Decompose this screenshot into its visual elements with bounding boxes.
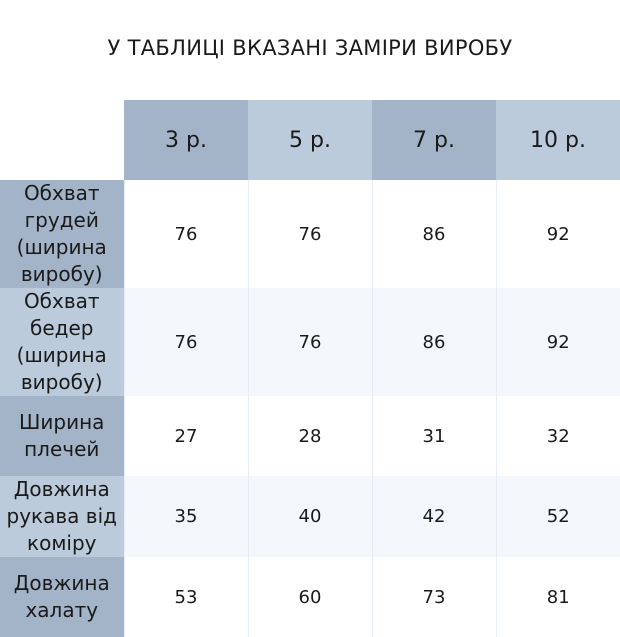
table-cell: 31 [371, 396, 496, 476]
table-cell: 52 [495, 476, 620, 557]
table-cell: 35 [123, 476, 248, 557]
table-cell: 32 [495, 396, 620, 476]
table-cell: 76 [247, 180, 372, 288]
column-header: 5 р. [248, 100, 372, 180]
column-header: 7 р. [372, 100, 496, 180]
table-cell: 42 [371, 476, 496, 557]
table-cell: 86 [371, 180, 496, 288]
table-cell: 28 [247, 396, 372, 476]
table-row: Ширина плечей 27 28 31 32 [0, 396, 620, 476]
table-cell: 40 [247, 476, 372, 557]
table-cell: 81 [495, 557, 620, 637]
corner-cell [0, 100, 124, 180]
row-label: Довжина халату [0, 557, 124, 637]
table-row: Обхват грудей (ширина виробу) 76 76 86 92 [0, 180, 620, 288]
table-cell: 76 [123, 288, 248, 396]
row-label: Обхват бедер (ширина виробу) [0, 288, 124, 396]
table-cell: 86 [371, 288, 496, 396]
column-header: 10 р. [496, 100, 620, 180]
header-row: 3 р. 5 р. 7 р. 10 р. [0, 100, 620, 180]
table-cell: 76 [247, 288, 372, 396]
column-header: 3 р. [124, 100, 248, 180]
page-title: У ТАБЛИЦІ ВКАЗАНІ ЗАМІРИ ВИРОБУ [107, 36, 513, 60]
row-label: Ширина плечей [0, 396, 124, 476]
table-row: Обхват бедер (ширина виробу) 76 76 86 92 [0, 288, 620, 396]
size-table: 3 р. 5 р. 7 р. 10 р. Обхват грудей (шири… [0, 100, 620, 637]
table-cell: 92 [495, 180, 620, 288]
table-cell: 73 [371, 557, 496, 637]
table-cell: 53 [123, 557, 248, 637]
table-row: Довжина халату 53 60 73 81 [0, 557, 620, 637]
row-label: Обхват грудей (ширина виробу) [0, 180, 124, 288]
table-cell: 27 [123, 396, 248, 476]
row-label: Довжина рукава від коміру [0, 476, 124, 557]
table-cell: 92 [495, 288, 620, 396]
table-cell: 60 [247, 557, 372, 637]
table-row: Довжина рукава від коміру 35 40 42 52 [0, 476, 620, 557]
table-cell: 76 [123, 180, 248, 288]
